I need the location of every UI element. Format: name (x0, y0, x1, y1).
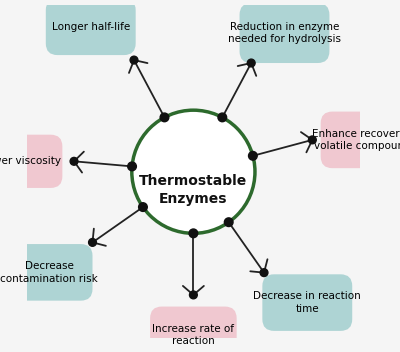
Circle shape (218, 113, 227, 122)
Circle shape (89, 239, 96, 246)
FancyBboxPatch shape (0, 135, 62, 188)
Circle shape (160, 113, 169, 122)
Circle shape (308, 136, 316, 144)
Circle shape (190, 291, 197, 299)
Circle shape (247, 59, 255, 67)
Circle shape (224, 218, 233, 227)
FancyBboxPatch shape (262, 274, 352, 331)
FancyBboxPatch shape (150, 307, 237, 352)
Text: Increase rate of
reaction: Increase rate of reaction (152, 323, 234, 346)
Text: Decrease
contamination risk: Decrease contamination risk (0, 261, 98, 284)
Text: Reduction in enzyme
needed for hydrolysis: Reduction in enzyme needed for hydrolysi… (228, 22, 341, 44)
Text: Decrease in reaction
time: Decrease in reaction time (254, 291, 361, 314)
Circle shape (70, 157, 78, 165)
Circle shape (132, 110, 255, 233)
FancyBboxPatch shape (46, 0, 136, 55)
Circle shape (189, 229, 198, 238)
Text: Longer half-life: Longer half-life (52, 22, 130, 32)
Circle shape (130, 56, 138, 64)
Text: Lower viscosity: Lower viscosity (0, 156, 61, 166)
Text: Thermostable
Enzymes: Thermostable Enzymes (139, 174, 248, 206)
FancyBboxPatch shape (240, 3, 330, 63)
Circle shape (248, 151, 257, 160)
Circle shape (128, 162, 136, 171)
FancyBboxPatch shape (6, 244, 92, 301)
Circle shape (260, 269, 268, 277)
FancyBboxPatch shape (321, 112, 400, 168)
Text: Enhance recovery of
volatile compounds: Enhance recovery of volatile compounds (312, 129, 400, 151)
Circle shape (139, 203, 147, 212)
